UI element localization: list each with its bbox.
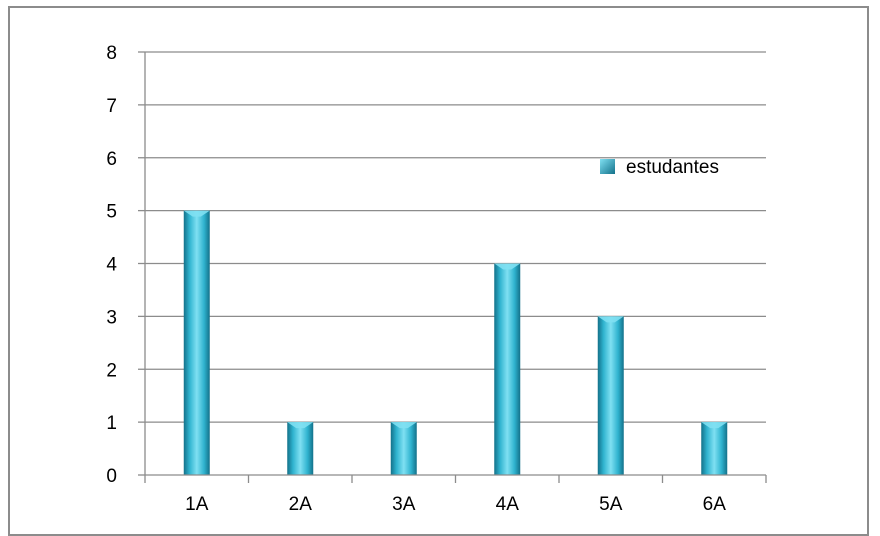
bar-chart: 0 1 2 3 4 5 6 7 8 1A 2A 3A 4A 5A 6A estudantes bbox=[106, 43, 767, 515]
legend-label-estudantes: estudantes bbox=[626, 157, 719, 178]
axes bbox=[144, 52, 767, 483]
bars bbox=[183, 210, 728, 475]
bar-2A bbox=[287, 422, 314, 475]
bar-1A bbox=[183, 210, 210, 475]
x-tick-label-6A: 6A bbox=[703, 494, 727, 515]
x-tick-label-5A: 5A bbox=[599, 494, 623, 515]
y-tick-label-1: 1 bbox=[106, 413, 117, 434]
bar-cap-5A bbox=[597, 316, 624, 323]
y-tick-label-6: 6 bbox=[106, 149, 117, 170]
bar-5A bbox=[597, 316, 624, 475]
bar-cap-2A bbox=[287, 422, 314, 429]
x-tick-label-1A: 1A bbox=[185, 494, 209, 515]
y-tick-label-4: 4 bbox=[106, 255, 117, 276]
bar-cap-1A bbox=[183, 210, 210, 217]
x-tick-label-3A: 3A bbox=[392, 494, 416, 515]
x-tick-label-2A: 2A bbox=[289, 494, 313, 515]
y-tick-label-8: 8 bbox=[106, 43, 117, 64]
x-tick-labels: 1A 2A 3A 4A 5A 6A bbox=[185, 494, 726, 515]
bar-3A bbox=[390, 422, 417, 475]
y-tick-label-3: 3 bbox=[106, 307, 117, 328]
legend-swatch bbox=[600, 159, 615, 174]
bar-cap-3A bbox=[390, 422, 417, 429]
legend: estudantes bbox=[600, 157, 719, 178]
y-tick-label-5: 5 bbox=[106, 202, 117, 223]
gridlines bbox=[138, 51, 766, 476]
bar-cap-4A bbox=[494, 263, 521, 270]
bar-cap-6A bbox=[701, 422, 728, 429]
bar-6A bbox=[701, 422, 728, 475]
y-tick-label-0: 0 bbox=[106, 466, 117, 487]
x-tick-label-4A: 4A bbox=[496, 494, 520, 515]
y-tick-labels: 0 1 2 3 4 5 6 7 8 bbox=[106, 43, 117, 487]
y-tick-label-7: 7 bbox=[106, 96, 117, 117]
bar-4A bbox=[494, 263, 521, 475]
y-tick-label-2: 2 bbox=[106, 360, 117, 381]
